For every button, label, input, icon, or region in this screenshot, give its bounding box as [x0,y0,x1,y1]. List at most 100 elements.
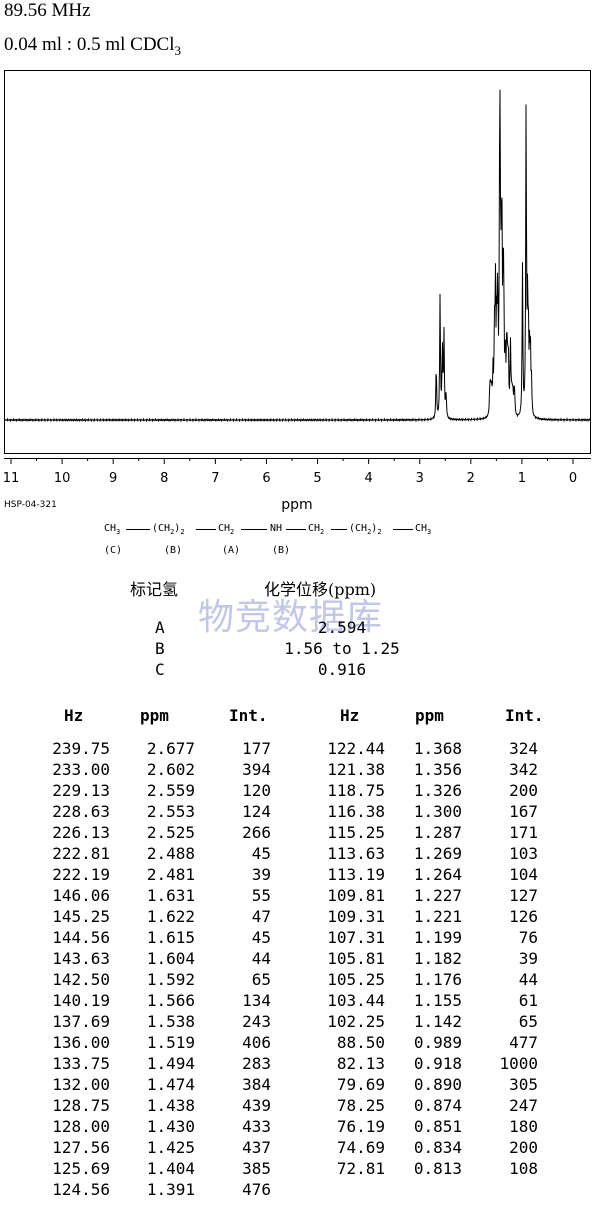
cell-ppm: 0.918 [413,1054,462,1073]
cell-int: 433 [242,1117,271,1136]
cell-int: 200 [509,1138,538,1157]
x-tick-label: 11 [3,471,20,486]
cell-hz: 121.38 [327,760,385,779]
x-tick-label: 7 [211,471,219,486]
cell-hz: 140.19 [52,991,110,1010]
cell-ppm: 2.677 [146,739,195,758]
cell-int: 120 [242,781,271,800]
cell-ppm: 2.481 [146,865,195,884]
cell-hz: 76.19 [336,1117,385,1136]
cell-hz: 113.63 [327,844,385,863]
shift-row-value: 1.56 to 1.25 [284,639,400,658]
cell-ppm: 1.474 [146,1075,195,1094]
x-tick-label: 0 [569,471,577,486]
cell-ppm: 0.851 [413,1117,462,1136]
cell-ppm: 1.142 [413,1012,462,1031]
cell-ppm: 1.425 [146,1138,195,1157]
cell-int: 126 [509,907,538,926]
cell-hz: 124.56 [52,1180,110,1199]
struct-ch3-left: CH3 [104,523,121,536]
cell-hz: 143.63 [52,949,110,968]
cell-hz: 144.56 [52,928,110,947]
cell-ppm: 1.182 [413,949,462,968]
cell-int: 243 [242,1012,271,1031]
struct-bond [241,529,267,530]
col-hz-right: Hz [340,706,360,725]
cell-int: 47 [251,907,271,926]
cell-int: 385 [242,1159,271,1178]
cell-hz: 226.13 [52,823,110,842]
cell-int: 45 [251,844,271,863]
cell-hz: 115.25 [327,823,385,842]
cell-int: 61 [518,991,538,1010]
cell-int: 127 [509,886,538,905]
cell-hz: 128.00 [52,1117,110,1136]
cell-int: 108 [509,1159,538,1178]
x-tick-label: 10 [54,471,71,486]
cell-ppm: 1.176 [413,970,462,989]
cell-hz: 109.81 [327,886,385,905]
struct-bond [126,529,150,530]
cell-hz: 127.56 [52,1138,110,1157]
cell-hz: 228.63 [52,802,110,821]
cell-ppm: 1.155 [413,991,462,1010]
cell-ppm: 1.368 [413,739,462,758]
cell-int: 1000 [499,1054,538,1073]
cell-hz: 133.75 [52,1054,110,1073]
solvent-text: 0.04 ml : 0.5 ml CDCl [4,34,175,55]
cell-hz: 239.75 [52,739,110,758]
cell-int: 439 [242,1096,271,1115]
x-tick-label: 3 [416,471,424,486]
cell-hz: 105.81 [327,949,385,968]
cell-ppm: 2.525 [146,823,195,842]
cell-ppm: 1.227 [413,886,462,905]
cell-ppm: 0.890 [413,1075,462,1094]
cell-int: 44 [251,949,271,968]
col-int-right: Int. [505,706,544,725]
shift-header-label: 标记氢 [130,580,179,599]
cell-hz: 137.69 [52,1012,110,1031]
cell-hz: 116.38 [327,802,385,821]
cell-ppm: 1.519 [146,1033,195,1052]
x-tick-label: 9 [109,471,117,486]
cell-int: 124 [242,802,271,821]
cell-hz: 74.69 [336,1138,385,1157]
struct-bond [196,529,216,530]
cell-int: 39 [251,865,271,884]
cell-int: 384 [242,1075,271,1094]
cell-ppm: 0.989 [413,1033,462,1052]
cell-hz: 222.19 [52,865,110,884]
cell-ppm: 1.566 [146,991,195,1010]
cell-int: 134 [242,991,271,1010]
cell-ppm: 1.221 [413,907,462,926]
cell-hz: 136.00 [52,1033,110,1052]
cell-hz: 103.44 [327,991,385,1010]
cell-int: 200 [509,781,538,800]
shift-row-label: A [155,618,165,637]
cell-ppm: 1.269 [413,844,462,863]
shift-row-value: 0.916 [317,660,367,679]
cell-ppm: 1.438 [146,1096,195,1115]
cell-ppm: 1.592 [146,970,195,989]
cell-ppm: 2.553 [146,802,195,821]
cell-int: 167 [509,802,538,821]
spectrum-code: HSP-04-321 [4,500,57,510]
cell-int: 76 [518,928,538,947]
cell-int: 305 [509,1075,538,1094]
cell-int: 247 [509,1096,538,1115]
x-tick-label: 8 [160,471,168,486]
cell-hz: 229.13 [52,781,110,800]
cell-int: 437 [242,1138,271,1157]
shift-row-label: B [155,639,165,658]
cell-int: 342 [509,760,538,779]
cell-ppm: 1.287 [413,823,462,842]
spectrum-trace-group [4,89,591,423]
cell-int: 65 [518,1012,538,1031]
cell-ppm: 1.494 [146,1054,195,1073]
cell-int: 104 [509,865,538,884]
cell-hz: 122.44 [327,739,385,758]
cell-ppm: 1.391 [146,1180,195,1199]
cell-hz: 128.75 [52,1096,110,1115]
cell-ppm: 2.488 [146,844,195,863]
x-tick-label: 1 [518,471,526,486]
